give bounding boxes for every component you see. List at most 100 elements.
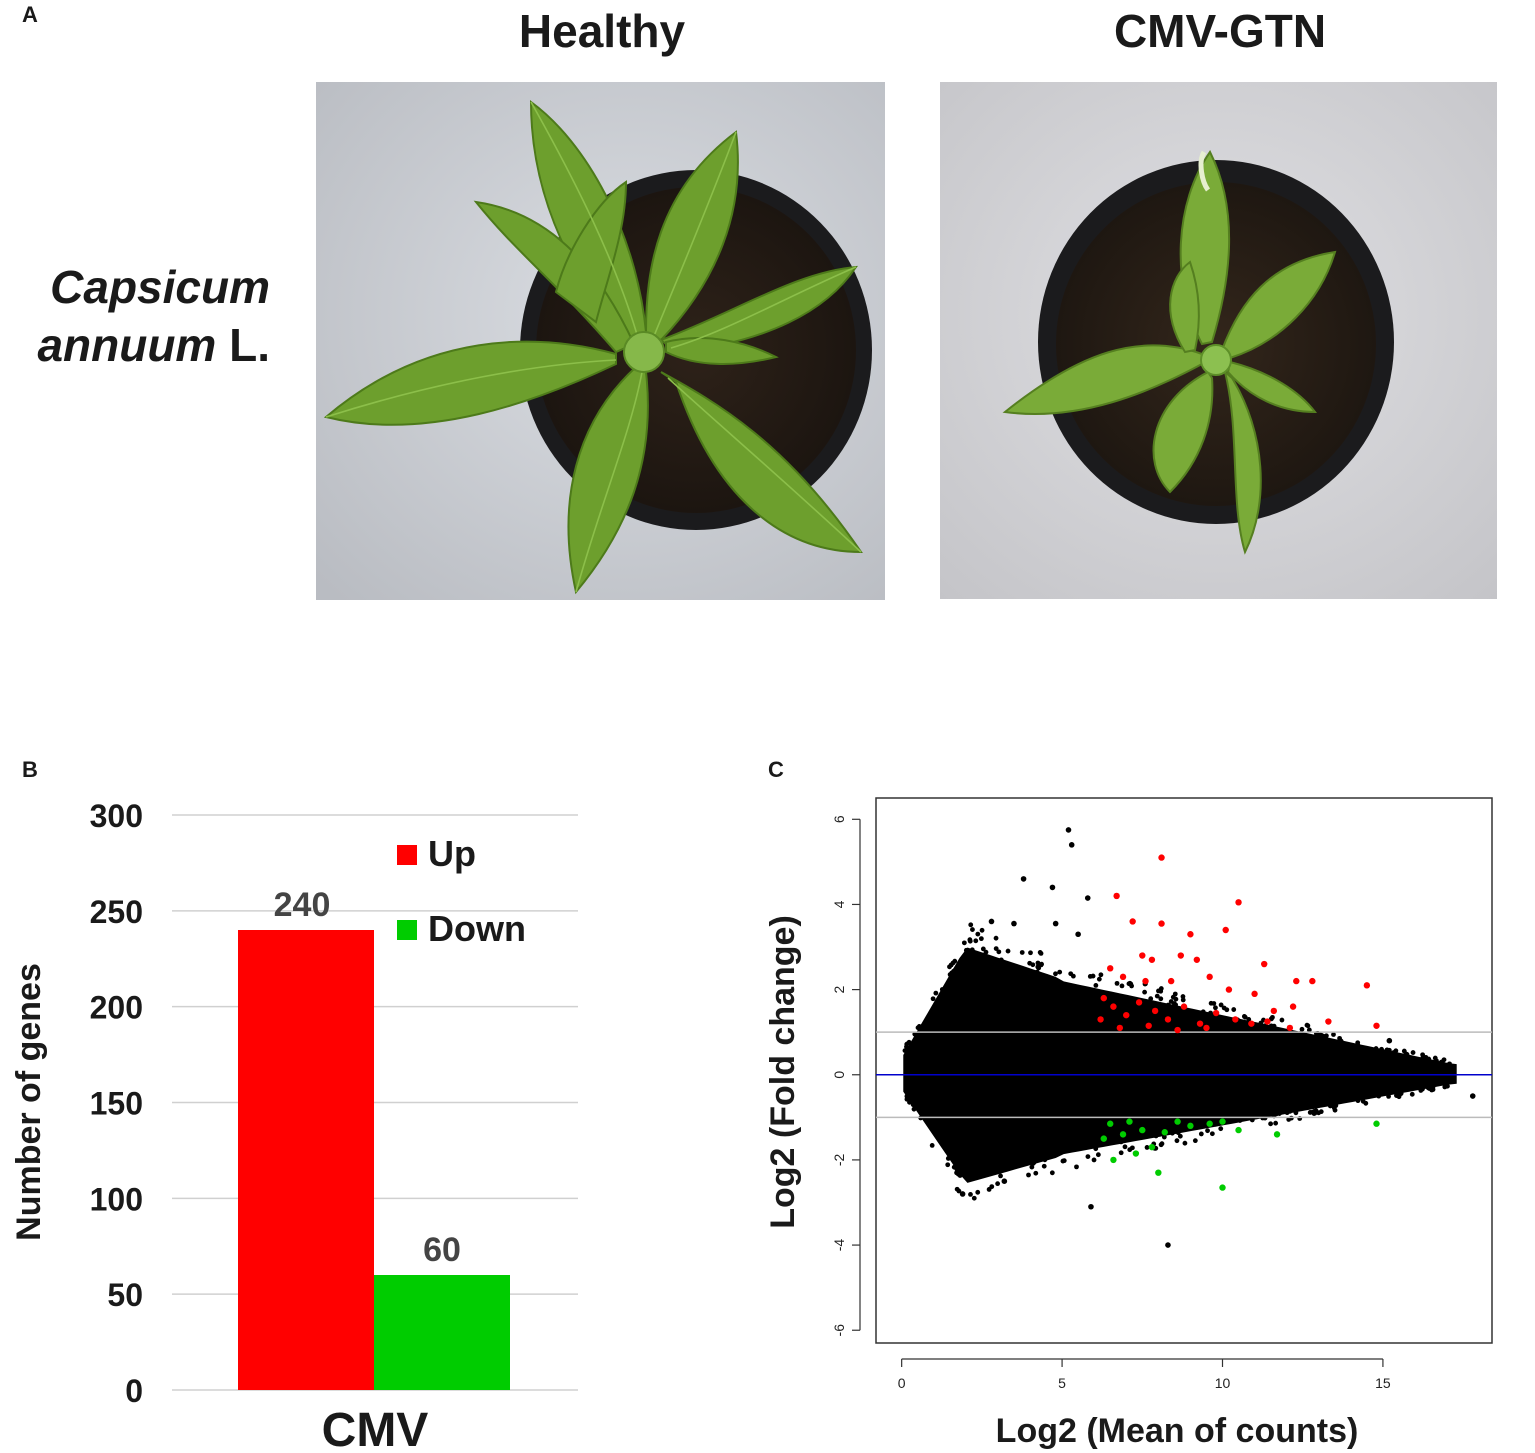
ma-point-speckle (1161, 1134, 1167, 1140)
ma-point-up (1363, 982, 1371, 989)
ma-point-up (1248, 1020, 1255, 1027)
ma-point-speckle (1224, 1007, 1230, 1013)
ma-point-up (1119, 973, 1127, 981)
legend-swatch-down (397, 920, 417, 940)
ma-point-up (1116, 1024, 1124, 1032)
ma-point-speckle (977, 955, 982, 961)
ma-point-up (1142, 977, 1149, 985)
ma-point-speckle (1096, 976, 1102, 982)
ma-point-speckle (963, 947, 969, 953)
ma-point-speckle (945, 1162, 951, 1168)
ma-point-speckle (1033, 1170, 1039, 1176)
ma-point-up (1097, 1016, 1104, 1023)
ma-point-up (1139, 952, 1146, 959)
ma-point-speckle (998, 1173, 1003, 1179)
ma-point-down (1174, 1118, 1181, 1125)
ma-point-speckle (1231, 1007, 1237, 1012)
ma-point-up (1110, 1003, 1117, 1010)
ma-point-down (1132, 1150, 1140, 1157)
ma-point-speckle (929, 1142, 935, 1148)
cmv-gtn-plant-photo (940, 82, 1497, 599)
ma-y-tick-label: -6 (831, 1324, 847, 1337)
ma-point-speckle (1019, 950, 1025, 955)
ma-point-speckle (1034, 969, 1040, 975)
ma-point-speckle (1394, 1093, 1399, 1098)
ma-plot: -6 -4 -2 0 2 4 6 0 5 10 15 Log2 (Fold change) Log… (764, 797, 1493, 1450)
ma-point-up (1293, 977, 1300, 985)
ma-point-speckle (1028, 950, 1033, 956)
ma-point-speckle (1268, 1121, 1274, 1127)
ma-point-speckle (952, 958, 958, 964)
ma-point-speckle (1205, 1128, 1210, 1134)
ma-point-speckle (968, 1192, 973, 1197)
bar-y-tick-label: 150 (90, 1086, 143, 1122)
ma-point-speckle (1144, 1145, 1150, 1150)
ma-point-speckle (904, 1096, 910, 1102)
ma-point-speckle (1441, 1057, 1447, 1063)
ma-point-speckle (989, 1184, 995, 1190)
ma-point-down (1119, 1131, 1127, 1138)
ma-point-speckle (1318, 1109, 1324, 1115)
ma-point-speckle (1445, 1083, 1450, 1089)
ma-point-up (1167, 977, 1175, 985)
ma-point-speckle (1327, 1103, 1333, 1109)
ma-point-down (1155, 1169, 1162, 1176)
ma-point-speckle (1331, 1102, 1337, 1107)
ma-point-up (1158, 854, 1165, 861)
ma-point-speckle (1180, 994, 1186, 999)
healthy-plant-illustration (316, 82, 885, 600)
bar-chart: 0 50 100 150 200 250 300 Number of genes 240 60… (10, 798, 578, 1453)
ma-point-speckle (1122, 1144, 1128, 1150)
ma-point-ns (1065, 827, 1072, 833)
ma-point-speckle (906, 1039, 912, 1045)
ma-point-speckle (1410, 1050, 1416, 1055)
ma-point-speckle (1153, 1133, 1159, 1139)
ma-point-speckle (1338, 1038, 1344, 1044)
ma-point-speckle (1119, 983, 1125, 989)
ma-y-tick-label: -4 (831, 1239, 847, 1252)
ma-point-speckle (996, 949, 1002, 955)
bar-up (238, 930, 374, 1390)
ma-x-tick-label: 0 (898, 1375, 906, 1391)
ma-point-speckle (1129, 1145, 1135, 1151)
ma-point-speckle (1420, 1054, 1426, 1060)
bar-down (374, 1275, 510, 1390)
ma-point-speckle (1042, 1157, 1048, 1163)
ma-point-speckle (969, 947, 975, 953)
ma-point-speckle (1071, 1147, 1077, 1153)
ma-y-tick-label: -2 (831, 1153, 847, 1166)
ma-point-speckle (1200, 1009, 1206, 1015)
ma-point-ns (1386, 1037, 1393, 1044)
ma-point-speckle (945, 1156, 951, 1161)
ma-point-up (1129, 918, 1136, 925)
ma-y-tick-label: 6 (831, 815, 847, 823)
ma-x-tick-label: 15 (1375, 1375, 1391, 1391)
ma-point-ns (1052, 920, 1059, 927)
ma-point-speckle (1142, 989, 1148, 995)
legend-label-down: Down (428, 908, 526, 949)
ma-point-speckle (1386, 1093, 1391, 1099)
ma-point-speckle (1168, 999, 1174, 1004)
ma-point-up (1174, 1026, 1181, 1034)
ma-point-down (1139, 1126, 1146, 1134)
ma-point-speckle (1237, 1118, 1243, 1123)
ma-point-speckle (1218, 1002, 1224, 1008)
ma-point-down (1187, 1122, 1194, 1130)
ma-point-down (1100, 1135, 1107, 1142)
ma-point-speckle (902, 1048, 908, 1053)
ma-point-speckle (911, 1106, 917, 1112)
healthy-plant-photo (316, 82, 885, 600)
bar-y-axis-label: Number of genes (10, 963, 48, 1241)
ma-point-speckle (1288, 1115, 1294, 1121)
ma-point-down (1110, 1156, 1117, 1164)
ma-point-up (1180, 1003, 1188, 1010)
ma-point-speckle (1087, 973, 1093, 979)
ma-point-speckle (916, 1024, 922, 1029)
ma-point-speckle (970, 927, 975, 932)
ma-point-speckle (1363, 1100, 1369, 1106)
ma-point-speckle (956, 1188, 962, 1194)
ma-point-speckle (1173, 1002, 1179, 1008)
ma-point-speckle (1409, 1091, 1415, 1097)
ma-point-speckle (1192, 1138, 1198, 1144)
ma-x-tick-label: 10 (1215, 1375, 1231, 1391)
